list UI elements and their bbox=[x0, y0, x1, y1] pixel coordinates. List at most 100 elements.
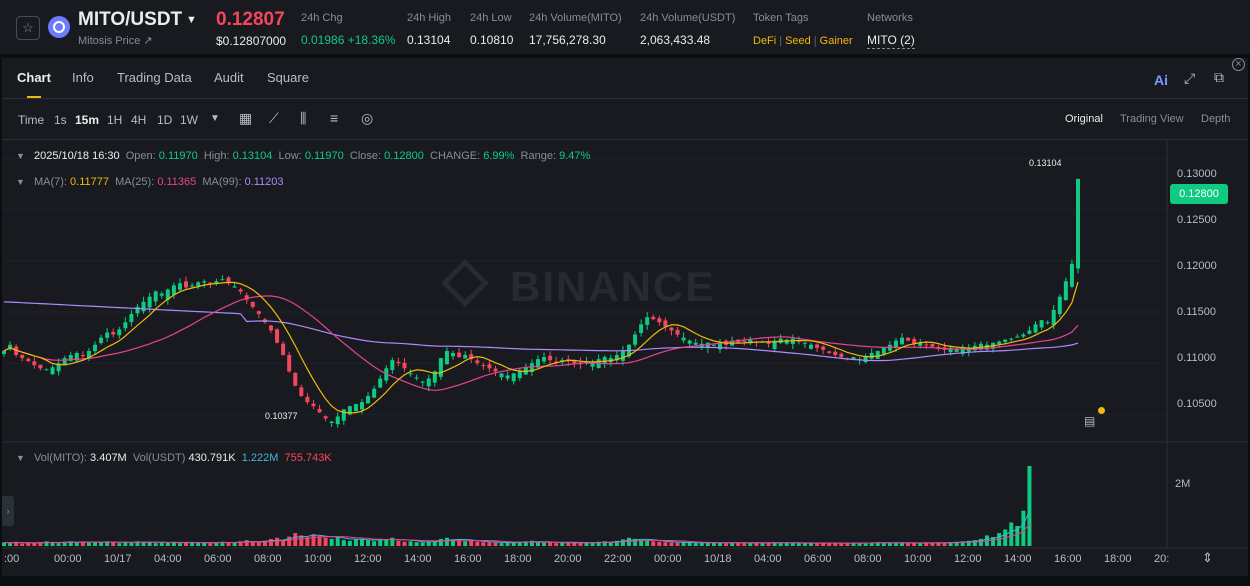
interval-time[interactable]: Time bbox=[18, 113, 45, 127]
view-trading-view[interactable]: Trading View bbox=[1120, 113, 1184, 125]
volume-bar bbox=[1009, 522, 1014, 546]
tab-info[interactable]: Info bbox=[72, 70, 94, 85]
coin-price-link[interactable]: Mitosis Price ↗ bbox=[78, 35, 153, 47]
volume-bar bbox=[578, 543, 583, 546]
close-icon[interactable]: × bbox=[1232, 58, 1245, 71]
stat-24h-change: 24h Chg 0.01986 +18.36% bbox=[301, 12, 395, 47]
favorite-star-icon[interactable]: ☆ bbox=[16, 16, 40, 40]
volume-bar bbox=[208, 543, 213, 546]
candle bbox=[171, 285, 176, 295]
calendar-icon[interactable]: ▦ bbox=[239, 110, 253, 126]
interval-1s[interactable]: 1s bbox=[54, 113, 67, 127]
candle bbox=[1076, 178, 1080, 269]
vol-ma2-line bbox=[3, 523, 1030, 544]
volume-bar bbox=[38, 542, 43, 546]
candle bbox=[402, 362, 407, 369]
settings-list-icon[interactable]: ≡ bbox=[330, 110, 339, 126]
tab-chart[interactable]: Chart bbox=[17, 70, 51, 85]
candle bbox=[602, 357, 607, 364]
candle bbox=[620, 350, 625, 361]
interval-4h[interactable]: 4H bbox=[131, 113, 147, 127]
pair-symbol[interactable]: MITO/USDT bbox=[78, 9, 183, 30]
layout-grid-icon[interactable]: ⧉ bbox=[1214, 69, 1224, 85]
tab-square[interactable]: Square bbox=[267, 70, 309, 85]
networks[interactable]: Networks MITO (2) bbox=[867, 12, 915, 49]
indicator-icon[interactable]: ⟋ bbox=[269, 110, 279, 126]
volume-bar bbox=[645, 540, 650, 546]
collapse-chevron-icon[interactable]: ▼ bbox=[16, 151, 25, 161]
tab-trading-data[interactable]: Trading Data bbox=[117, 70, 192, 85]
volume-bar bbox=[930, 542, 935, 546]
candle bbox=[893, 340, 898, 348]
side-expand-button[interactable]: › bbox=[2, 496, 14, 526]
candle bbox=[517, 370, 522, 379]
volume-bar bbox=[809, 542, 814, 546]
interval-dropdown-icon[interactable]: ▼ bbox=[210, 113, 220, 124]
collapse-chevron-icon[interactable]: ▼ bbox=[16, 177, 25, 187]
candle bbox=[948, 347, 953, 353]
collapse-chevron-icon[interactable]: ▼ bbox=[16, 453, 25, 463]
zoom-reset-icon[interactable]: ⇕ bbox=[1202, 550, 1213, 565]
active-tab-indicator bbox=[27, 96, 41, 98]
candle bbox=[1045, 322, 1050, 324]
interval-15m[interactable]: 15m bbox=[75, 113, 100, 127]
candle bbox=[135, 306, 140, 314]
candle bbox=[463, 355, 468, 359]
interval-1h[interactable]: 1H bbox=[107, 113, 123, 127]
candle bbox=[105, 332, 110, 338]
volume-bar bbox=[790, 542, 795, 546]
volume-bar bbox=[111, 542, 116, 546]
tag-defi[interactable]: DeFi bbox=[753, 35, 777, 47]
candle-type-icon[interactable]: ⫼ bbox=[300, 110, 307, 126]
view-original[interactable]: Original bbox=[1065, 113, 1103, 125]
tag-gainer[interactable]: Gainer bbox=[819, 35, 853, 47]
volume-bar bbox=[730, 542, 735, 546]
volume-bar bbox=[62, 541, 67, 546]
networks-value[interactable]: MITO (2) bbox=[867, 33, 915, 49]
candle bbox=[353, 404, 358, 412]
stat-label: 24h Volume(MITO) bbox=[529, 12, 622, 24]
view-depth[interactable]: Depth bbox=[1201, 113, 1231, 125]
volume-legend: ▼ Vol(MITO): 3.407M Vol(USDT) 430.791K 1… bbox=[16, 452, 332, 464]
tag-seed[interactable]: Seed bbox=[785, 35, 811, 47]
volume-bar bbox=[760, 543, 765, 546]
volume-bar bbox=[724, 543, 729, 546]
pair-dropdown-icon[interactable]: ▼ bbox=[186, 14, 197, 26]
time-tick: 14:00 bbox=[1004, 553, 1032, 565]
interval-1w[interactable]: 1W bbox=[180, 113, 198, 127]
volume-bar bbox=[335, 537, 340, 546]
volume-bar bbox=[906, 543, 911, 546]
volume-bar bbox=[669, 542, 674, 546]
volume-bar bbox=[68, 541, 73, 546]
volume-bar bbox=[372, 541, 377, 546]
time-tick: 18:00 bbox=[1104, 553, 1132, 565]
price-tick: 0.13000 bbox=[1177, 168, 1217, 180]
time-tick: 12:00 bbox=[954, 553, 982, 565]
chart-settings-icon[interactable]: ◎ bbox=[361, 110, 374, 126]
interval-1d[interactable]: 1D bbox=[157, 113, 173, 127]
tab-audit[interactable]: Audit bbox=[214, 70, 244, 85]
time-tick: 10/18 bbox=[704, 553, 732, 565]
time-tick: 16:00 bbox=[1054, 553, 1082, 565]
volume-bar bbox=[651, 541, 656, 546]
expand-icon[interactable]: ⤢ bbox=[1184, 70, 1196, 86]
volume-bar bbox=[196, 542, 201, 546]
volume-bar bbox=[202, 542, 207, 546]
volume-bar bbox=[86, 542, 91, 546]
notes-icon[interactable]: ▤ bbox=[1084, 414, 1096, 428]
ai-icon[interactable]: Ai bbox=[1154, 72, 1168, 88]
volume-bar bbox=[481, 542, 486, 546]
candle bbox=[177, 283, 182, 290]
candle bbox=[572, 360, 577, 364]
volume-bar bbox=[165, 542, 170, 546]
candle bbox=[68, 355, 73, 361]
volume-bar bbox=[857, 542, 862, 546]
volume-bar bbox=[991, 537, 996, 546]
ohlc-open: 0.11970 bbox=[158, 150, 198, 162]
stat-label: 24h Chg bbox=[301, 12, 343, 24]
volume-bar bbox=[56, 543, 61, 546]
volume-bar bbox=[815, 543, 820, 546]
time-tick: 10/17 bbox=[104, 553, 132, 565]
candle bbox=[784, 339, 789, 344]
candlestick-chart[interactable] bbox=[2, 140, 1248, 576]
